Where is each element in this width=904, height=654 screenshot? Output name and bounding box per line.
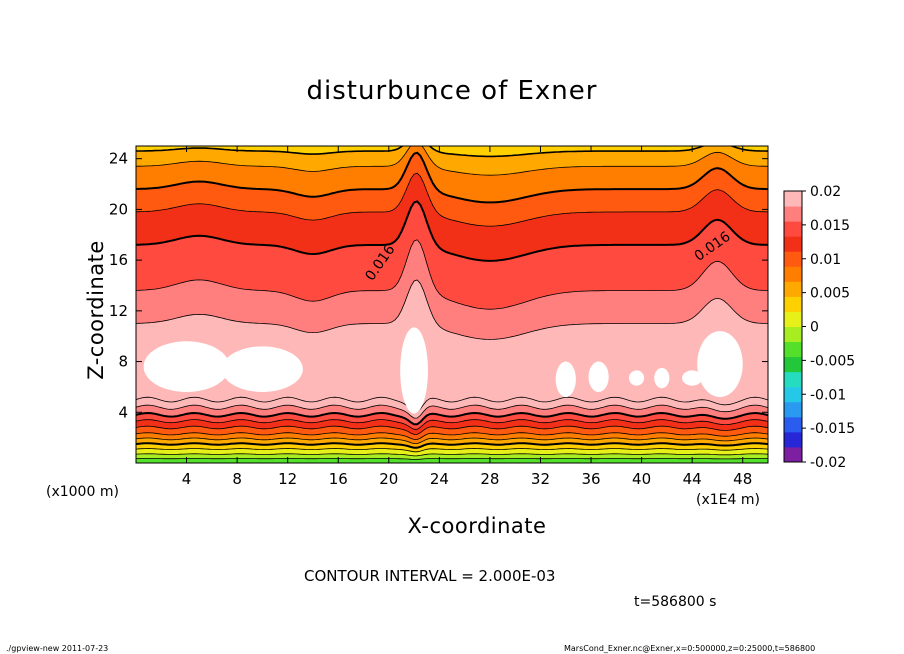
footer-right: MarsCond_Exner.nc@Exner,x=0:500000,z=0:2… [564, 644, 816, 653]
footer-left: ./gpview-new 2011-07-23 [6, 644, 109, 653]
y-axis: 4 8 12 16 20 24 [109, 150, 768, 421]
contour-line [136, 151, 768, 204]
x-tick-label: 20 [379, 470, 398, 488]
x-tick-label: 40 [632, 470, 651, 488]
contour-line [136, 411, 768, 426]
colorbar-swatch [784, 206, 802, 222]
white-region [697, 331, 743, 398]
contour-line [136, 200, 768, 262]
contour-line [136, 279, 768, 340]
white-region [221, 346, 303, 392]
x-tick-label: 16 [329, 470, 348, 488]
white-regions [143, 327, 743, 414]
contour-line [136, 453, 768, 457]
contour-line [136, 448, 768, 453]
field-layers [136, 146, 768, 463]
x-tick-label: 48 [733, 470, 752, 488]
contour-line [136, 437, 768, 444]
contour-line [136, 404, 768, 419]
plot-frame [135, 145, 769, 464]
y-axis-label: Z-coordinate [84, 240, 108, 380]
colorbar-swatch [784, 311, 802, 327]
x-tick-label: 24 [430, 470, 449, 488]
colorbar-swatch [784, 356, 802, 373]
colorbar-swatch [784, 446, 802, 463]
y-tick-label: 4 [118, 403, 128, 421]
y-tick-label: 8 [118, 353, 128, 371]
colorbar-swatch [784, 221, 802, 237]
x-unit-label: (x1000 m) [46, 484, 119, 500]
x-tick-label: 32 [531, 470, 550, 488]
x-tick-label: 4 [182, 470, 192, 488]
white-region [555, 361, 576, 398]
contour-lines [136, 146, 768, 460]
x-tick-label: 44 [683, 470, 702, 488]
colorbar-label: -0.02 [810, 455, 846, 471]
chart-title: disturbunce of Exner [306, 76, 598, 106]
contour-line [136, 425, 768, 435]
colorbar-label: 0 [810, 320, 819, 336]
colorbar-label: 0.01 [810, 252, 841, 268]
colorbar-swatch [784, 266, 802, 282]
x-tick-label: 12 [278, 470, 297, 488]
contour-line [136, 146, 768, 158]
colorbar-label: 0.005 [810, 286, 850, 302]
y-tick-label: 24 [109, 150, 128, 168]
colorbar-swatch [784, 386, 802, 403]
white-region [682, 370, 703, 386]
colorbar-label: -0.005 [810, 353, 855, 369]
contour-line [136, 396, 768, 413]
colorbar-label: -0.015 [810, 421, 855, 437]
contour-line [136, 442, 768, 449]
colorbar: 0.02 0.015 0.01 0.005 0 -0.005 -0.01 -0.015 -0.0… [783, 184, 855, 471]
colorbar-swatch [784, 431, 802, 448]
contour-line [136, 172, 768, 227]
colorbar-label: 0.015 [810, 218, 850, 234]
white-region [400, 327, 428, 414]
contour-line [136, 458, 768, 460]
contour-line [136, 432, 768, 440]
contour-line [136, 419, 768, 430]
colorbar-swatch [784, 191, 802, 207]
colorbar-swatch [784, 401, 802, 418]
x-axis: 4 8 12 16 20 24 28 32 36 40 44 48 [182, 146, 752, 488]
white-region [143, 341, 230, 392]
colorbar-label: -0.01 [810, 387, 846, 403]
field-layer [136, 458, 768, 463]
colorbar-swatch [784, 326, 802, 343]
colorbar-swatch [784, 371, 802, 388]
colorbar-swatch [784, 296, 802, 312]
colorbar-swatch [784, 341, 802, 358]
colorbar-label: 0.02 [810, 184, 841, 200]
x-tick-label: 8 [232, 470, 242, 488]
colorbar-swatch [784, 416, 802, 433]
white-region [628, 370, 645, 386]
colorbar-swatch [784, 236, 802, 252]
y-tick-label: 16 [109, 251, 128, 269]
contour-interval-note: CONTOUR INTERVAL = 2.000E-03 [304, 567, 556, 585]
white-region [654, 367, 670, 389]
x-tick-label: 36 [581, 470, 600, 488]
white-region [588, 361, 609, 392]
contour-line [136, 146, 768, 176]
x-scale-label: (x1E4 m) [696, 492, 760, 508]
contour-line [136, 239, 768, 310]
colorbar-swatch [784, 251, 802, 267]
colorbar-swatch [784, 281, 802, 297]
y-tick-label: 12 [109, 302, 128, 320]
time-note: t=586800 s [634, 594, 717, 610]
x-axis-label: X-coordinate [407, 514, 547, 538]
y-tick-label: 20 [109, 200, 128, 218]
x-tick-label: 28 [480, 470, 499, 488]
